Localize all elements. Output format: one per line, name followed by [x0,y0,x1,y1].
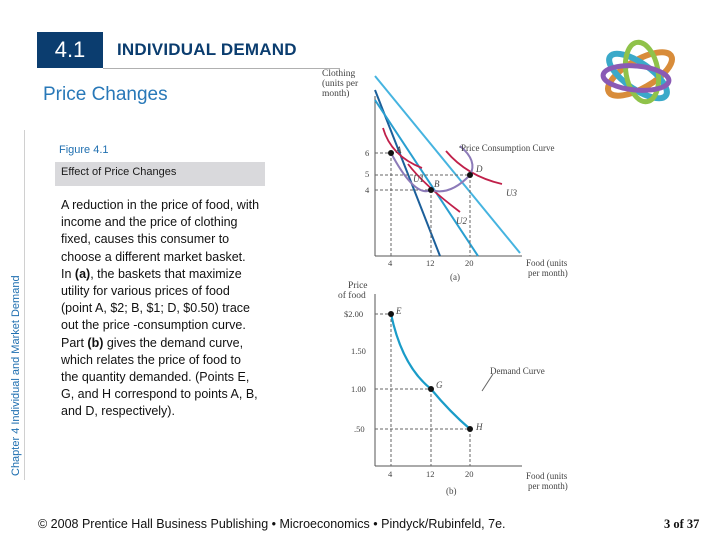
panel-a-xtick-12: 12 [426,258,435,268]
section-title: INDIVIDUAL DEMAND [117,40,297,59]
p2-lead: In [61,266,75,281]
figure-label: Figure 4.1 [59,144,109,156]
section-number: 4.1 [54,37,86,62]
panel-b-tag: (b) [446,486,457,496]
panel-b-xlabel-2: per month) [528,481,568,491]
point-h-label: H [475,422,483,432]
panel-a-ytick-5: 5 [365,169,369,179]
panel-a-xtick-4: 4 [388,258,393,268]
p3-lead: Part [61,335,88,350]
point-a-label: A [395,145,402,155]
figure-description: A reduction in the price of food, with i… [61,197,261,421]
chapter-side-label: Chapter 4 Individual and Market Demand [10,275,22,476]
panel-b-ytick-1: 1.00 [351,384,366,394]
u2-label: U2 [456,216,467,226]
panel-b-xtick-20: 20 [465,469,474,479]
indifference-curve-u2 [407,163,461,213]
panel-a-xtick-20: 20 [465,258,474,268]
panel-a-ylabel-2: (units per [322,78,359,89]
point-g-label: G [436,380,443,390]
demand-label-leader [481,373,494,392]
point-b [428,187,434,193]
u1-label: U1 [413,174,424,184]
panel-b-ylabel-2: of food [338,290,366,301]
panel-a-xlabel-2: per month) [528,268,568,278]
panel-a-tag: (a) [450,272,460,282]
rings-logo-icon [600,39,675,105]
point-d [467,172,473,178]
panel-b-ylabel-1: Price [348,281,368,291]
page-number: 3 of 37 [664,517,700,531]
panel-a-ytick-6: 6 [365,148,369,158]
side-divider [24,130,25,480]
figure-caption-bar [55,162,265,186]
point-g [428,386,434,392]
p3-part: (b) [87,335,104,350]
header-rule [103,68,340,69]
indifference-curve-u1 [382,127,423,169]
description-paragraph-1: A reduction in the price of food, with i… [61,198,260,264]
point-d-label: D [475,164,483,174]
description-paragraph-3: Part (b) gives the demand curve, which r… [61,335,261,421]
budget-line-2 [374,99,479,257]
point-b-label: B [434,179,440,189]
point-a [388,150,394,156]
p3-rest: gives the demand curve, which relates th… [61,335,258,419]
footer-credit: © 2008 Prentice Hall Business Publishing… [38,517,506,531]
slide-subtitle: Price Changes [43,84,168,105]
pcc-label: Price Consumption Curve [461,143,555,153]
panel-a-xlabel-1: Food (units [526,258,568,268]
demand-curve-label: Demand Curve [490,366,545,376]
panel-b-xlabel-1: Food (units [526,471,568,481]
point-e [388,311,394,317]
panel-b-ytick-2: $2.00 [344,309,363,319]
p2-rest: , the baskets that maximize utility for … [61,266,250,333]
price-consumption-curve [390,145,474,193]
panel-a-ylabel-3: month) [322,88,349,99]
budget-line-3 [374,75,521,254]
panel-a-ytick-4: 4 [365,185,370,195]
section-number-box: 4.1 [37,32,103,68]
panel-b-xtick-12: 12 [426,469,435,479]
point-e-label: E [395,306,402,316]
p2-part: (a) [74,266,91,281]
figure-4-1-chart: Clothing (units per month) A B D U1 U2 U… [322,69,568,496]
indifference-curve-u3 [445,150,503,185]
u3-label: U3 [506,188,517,198]
panel-b-ytick-0-5: .50 [354,424,365,434]
panel-a-ylabel-1: Clothing [322,69,356,79]
point-h [467,426,473,432]
panel-b-xtick-4: 4 [388,469,393,479]
panel-b-ytick-1-5: 1.50 [351,346,366,356]
figure-caption: Effect of Price Changes [61,166,177,178]
description-paragraph-2: In (a), the baskets that maximize utilit… [61,266,261,335]
